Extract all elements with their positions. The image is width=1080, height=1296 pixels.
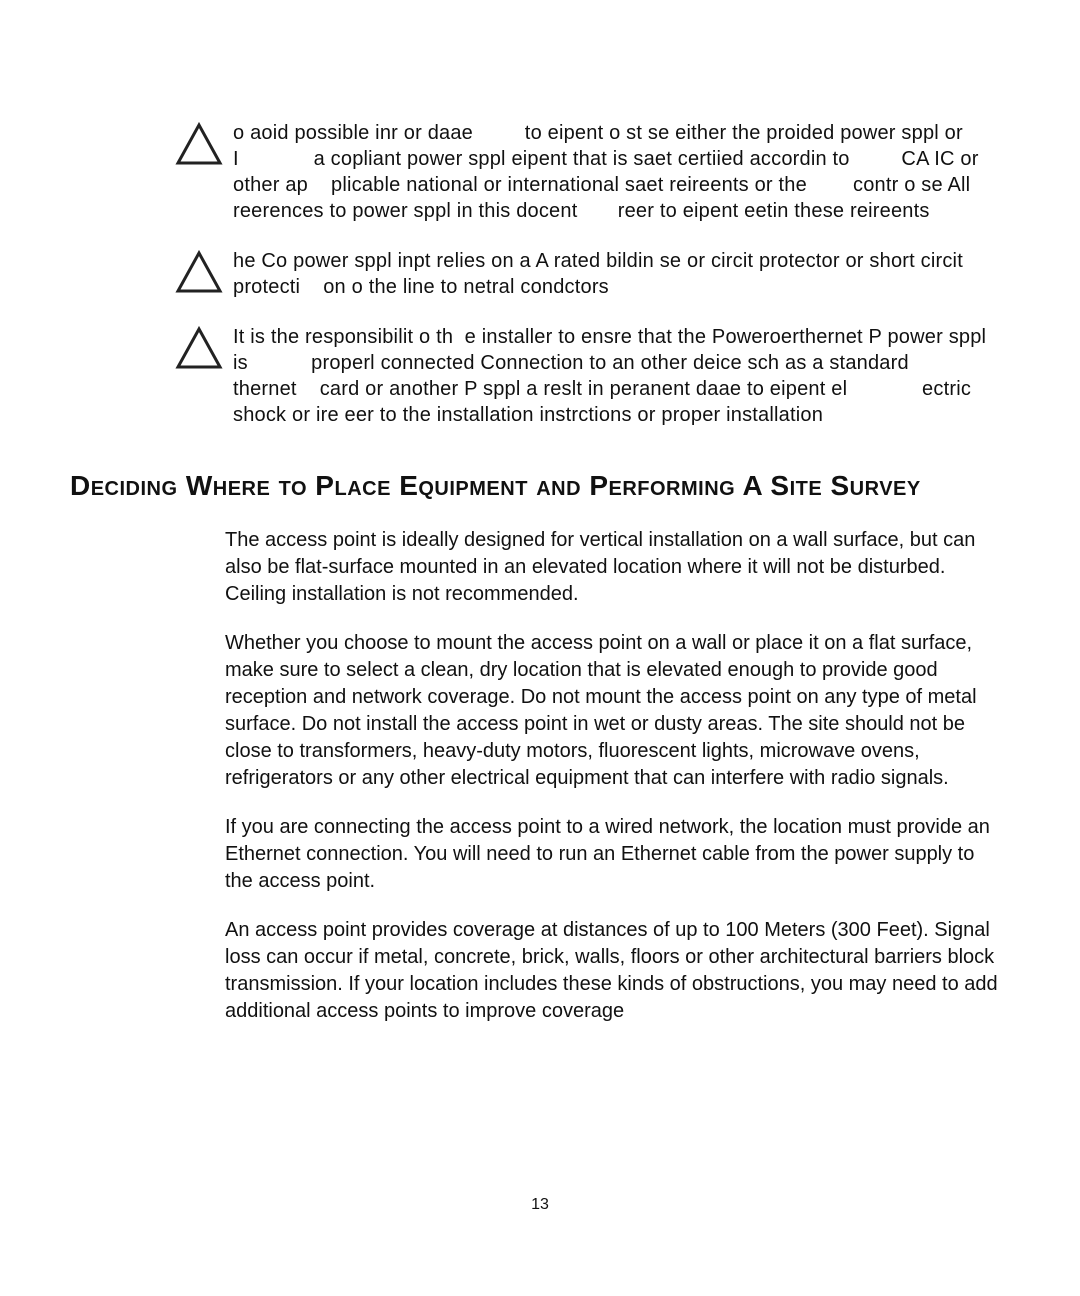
caution-icon — [175, 122, 225, 171]
caution-text-2: he Co power sppl inpt relies on a A rate… — [233, 248, 1010, 300]
caution-icon — [175, 250, 225, 299]
caution-text-1: o aoid possible inr or daae to eipent o … — [233, 120, 1010, 224]
page-content: o aoid possible inr or daae to eipent o … — [70, 120, 1010, 1047]
body-paragraph: The access point is ideally designed for… — [225, 527, 1005, 608]
section-heading: Deciding Where to Place Equipment and Pe… — [70, 468, 1010, 503]
body-paragraph: Whether you choose to mount the access p… — [225, 630, 1005, 792]
caution-block-2: he Co power sppl inpt relies on a A rate… — [175, 248, 1010, 300]
body-paragraph: If you are connecting the access point t… — [225, 814, 1005, 895]
body-paragraph: An access point provides coverage at dis… — [225, 917, 1005, 1025]
body-block: The access point is ideally designed for… — [225, 527, 1005, 1025]
caution-block-1: o aoid possible inr or daae to eipent o … — [175, 120, 1010, 224]
page-number: 13 — [0, 1196, 1080, 1214]
caution-block-3: It is the responsibilit o th e installer… — [175, 324, 1010, 428]
caution-text-3: It is the responsibilit o th e installer… — [233, 324, 1010, 428]
caution-icon — [175, 326, 225, 375]
